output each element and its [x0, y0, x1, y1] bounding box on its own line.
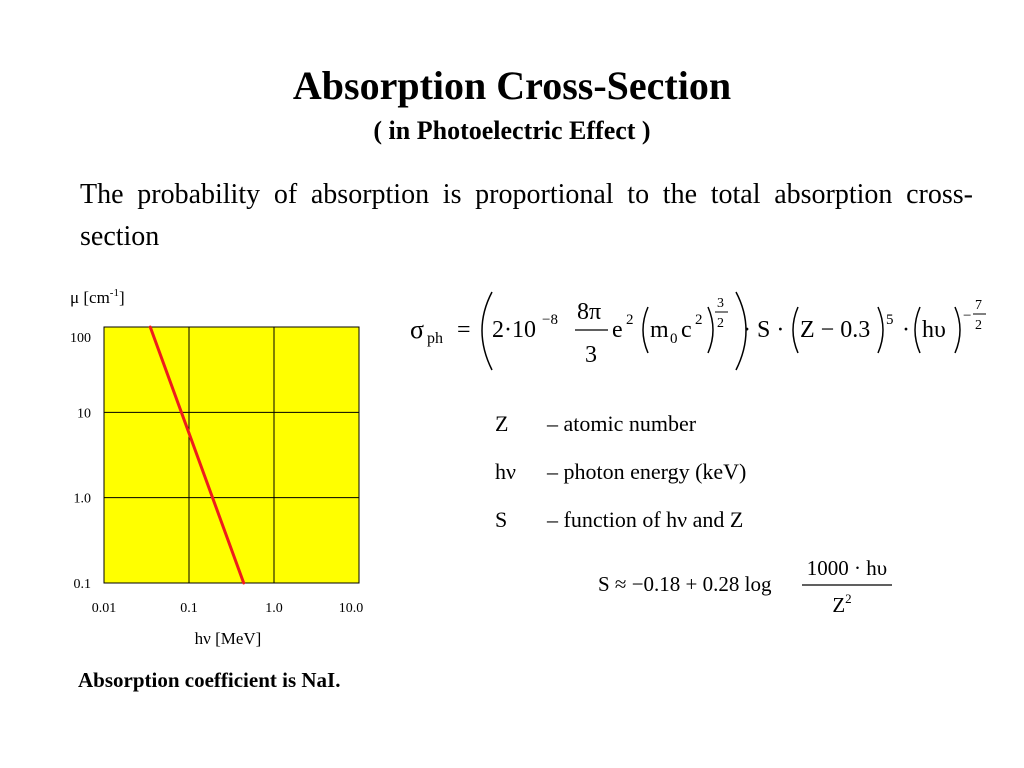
s-formula-denominator: Z2: [832, 591, 851, 617]
hu-term: hυ: [922, 317, 946, 343]
x-tick-label: 0.1: [180, 601, 198, 616]
y-axis-label-end: ]: [119, 288, 125, 307]
legend-description: – function of hν and Z: [547, 507, 744, 532]
legend-description: – atomic number: [547, 411, 697, 436]
hu-exponent-sign: −: [963, 308, 971, 324]
data-series: [148, 325, 246, 585]
legend-symbol: S: [495, 507, 508, 532]
x-tick-label: 0.01: [92, 601, 117, 616]
s-formula-denominator-base: Z: [832, 593, 845, 617]
chart-caption: Absorption coefficient is NaI.: [78, 668, 341, 692]
hu-exponent-denominator: 2: [975, 318, 982, 333]
plot-area: [103, 326, 360, 584]
coefficient-exponent: −8: [542, 312, 558, 328]
legend-description: – photon energy (keV): [547, 459, 747, 484]
y-axis-label-main: μ [cm: [70, 288, 110, 307]
c-exponent: 2: [695, 312, 703, 328]
c-symbol: c: [681, 317, 692, 343]
hu-right-paren: [954, 306, 961, 354]
x-tick-labels: 0.01 0.1 1.0 10.0: [92, 601, 364, 616]
dot-s-dot: · S ·: [743, 317, 784, 343]
body-paragraph: The probability of absorption is proport…: [80, 179, 973, 252]
dot-operator: ·: [902, 317, 910, 343]
fraction-numerator: 8π: [577, 299, 601, 325]
legend-symbol: hν: [495, 459, 516, 484]
x-tick-label: 10.0: [339, 601, 364, 616]
hu-exponent-numerator: 7: [975, 298, 982, 313]
y-tick-labels: 0.1 1.0 10 100: [70, 331, 91, 592]
series-line-0: [148, 325, 246, 585]
hu-left-paren: [914, 306, 921, 354]
legend-symbol: Z: [495, 411, 509, 436]
slide-subtitle: ( in Photoelectric Effect ): [373, 116, 651, 145]
big-left-paren: [481, 291, 493, 371]
x-tick-label: 1.0: [265, 601, 283, 616]
e-exponent: 2: [626, 312, 634, 328]
z-term: Z − 0.3: [800, 317, 870, 343]
coefficient: 2·10: [492, 317, 536, 343]
big-right-paren: [735, 291, 747, 371]
z-left-paren: [792, 306, 799, 354]
power-numerator: 3: [717, 296, 724, 311]
s-function-formula: S ≈ −0.18 + 0.28 log 1000 · hυ Z2: [598, 556, 892, 617]
cross-section-formula: σ ph = 2·10 −8 8π 3 e 2 m 0 c 2 3 2 · S …: [410, 291, 986, 371]
e-symbol: e: [612, 317, 623, 343]
s-formula-numerator: 1000 · hυ: [807, 556, 887, 580]
y-axis-label: μ [cm-1]: [70, 287, 125, 307]
y-tick-label: 100: [70, 331, 91, 346]
y-tick-label: 10: [77, 406, 91, 421]
fraction-denominator: 3: [585, 342, 597, 368]
m-subscript: 0: [670, 331, 678, 347]
grid-lines: [103, 326, 360, 584]
sigma-subscript: ph: [427, 330, 443, 347]
z-exponent: 5: [886, 312, 894, 328]
y-tick-label: 1.0: [74, 492, 92, 507]
m-symbol: m: [650, 317, 669, 343]
x-axis-label: hν [MeV]: [195, 629, 262, 648]
y-axis-label-sup: -1: [110, 287, 119, 299]
power-denominator: 2: [717, 316, 724, 331]
z-right-paren: [877, 306, 884, 354]
s-formula-lhs: S ≈ −0.18 + 0.28 log: [598, 572, 772, 596]
inner-right-paren: [707, 306, 714, 354]
y-tick-label: 0.1: [74, 577, 92, 592]
sigma-symbol: σ: [410, 315, 424, 344]
s-formula-denominator-exp: 2: [845, 591, 852, 606]
inner-left-paren: [642, 306, 649, 354]
equals-sign: =: [457, 317, 471, 343]
slide-title: Absorption Cross-Section: [292, 63, 732, 108]
